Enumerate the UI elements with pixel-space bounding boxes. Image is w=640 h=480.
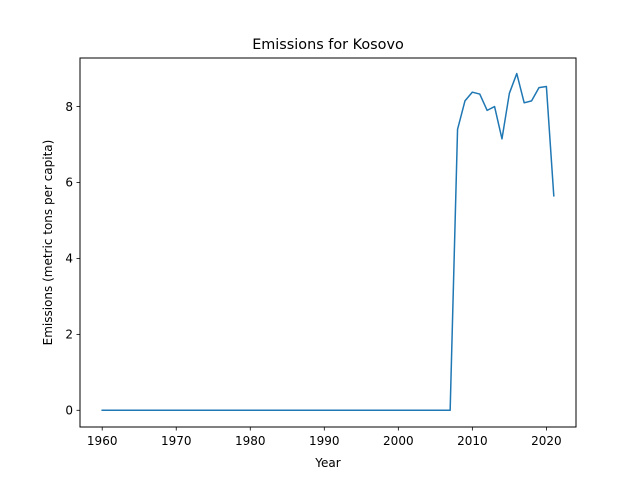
x-tick-label: 1970 [161, 434, 192, 448]
x-tick-label: 2020 [531, 434, 562, 448]
y-tick-label: 0 [65, 403, 73, 417]
x-tick-label: 1990 [309, 434, 340, 448]
y-tick-label: 8 [65, 100, 73, 114]
y-axis: 0 2 4 6 8 [65, 100, 80, 417]
emissions-series-line [101, 72, 555, 412]
y-tick-label: 2 [65, 328, 73, 342]
x-tick-label: 1960 [87, 434, 118, 448]
y-axis-label: Emissions (metric tons per capita) [41, 140, 55, 346]
x-axis-label: Year [314, 456, 340, 470]
x-tick-label: 2000 [383, 434, 414, 448]
x-axis: 1960 1970 1980 1990 2000 2010 2020 [87, 427, 562, 448]
y-tick-label: 6 [65, 176, 73, 190]
plot-area [101, 72, 555, 412]
chart-title: Emissions for Kosovo [252, 37, 404, 53]
y-tick-label: 4 [65, 252, 73, 266]
x-tick-label: 1980 [235, 434, 266, 448]
axes-frame [79, 57, 577, 428]
x-tick-label: 2010 [457, 434, 488, 448]
